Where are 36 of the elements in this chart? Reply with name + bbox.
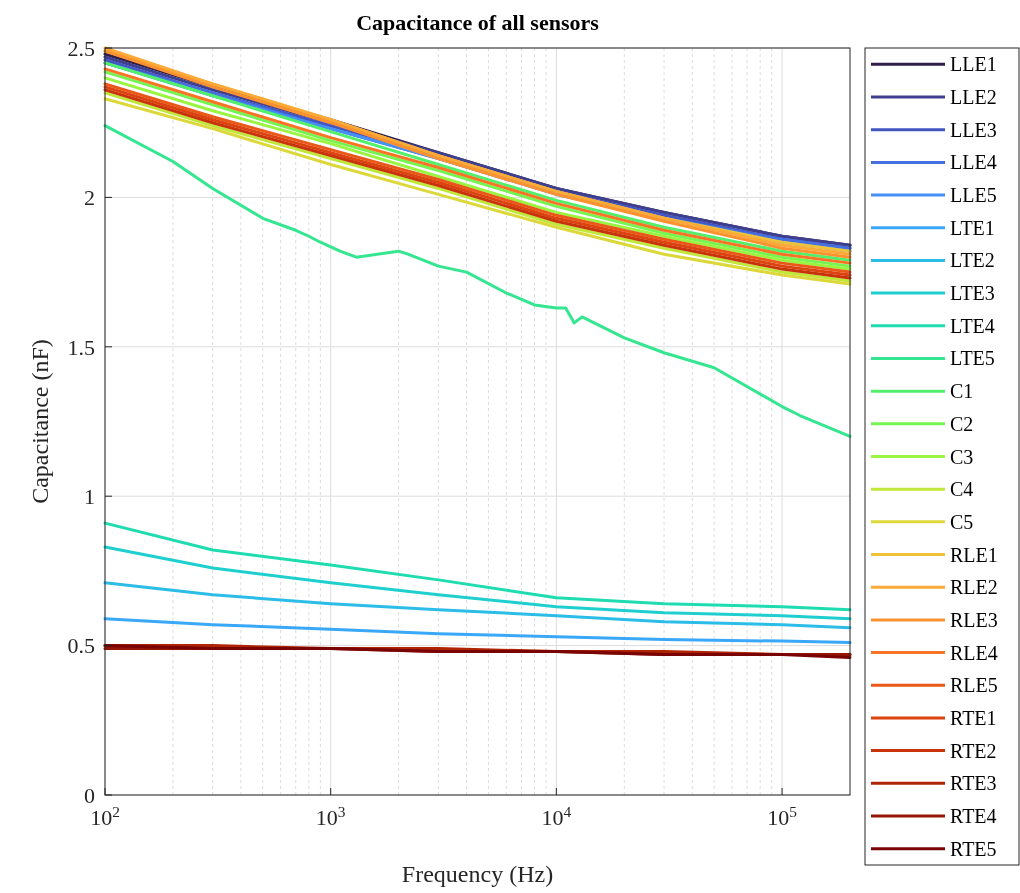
legend-label: RTE1 bbox=[950, 706, 997, 729]
legend-label: RTE4 bbox=[950, 804, 997, 827]
legend-label: C1 bbox=[950, 380, 974, 403]
chart-title: Capacitance of all sensors bbox=[356, 10, 600, 35]
legend-label: C4 bbox=[950, 478, 974, 501]
legend-label: LLE3 bbox=[950, 118, 997, 141]
legend-label: RLE1 bbox=[950, 543, 998, 566]
legend-label: LTE4 bbox=[950, 314, 995, 337]
x-tick-label: 10$^{4}$ bbox=[541, 802, 572, 830]
y-tick-label: 1 bbox=[84, 483, 95, 509]
legend-label: LLE4 bbox=[950, 151, 997, 174]
y-tick-label: 2.5 bbox=[67, 35, 95, 61]
legend-label: LTE5 bbox=[950, 347, 995, 370]
y-tick-label: 1.5 bbox=[67, 334, 95, 360]
y-tick-label: 0.5 bbox=[67, 633, 95, 659]
legend-label: RLE4 bbox=[950, 641, 998, 664]
legend-label: RTE3 bbox=[950, 772, 997, 795]
x-tick-label: 10$^{3}$ bbox=[315, 802, 346, 830]
legend-label: LLE1 bbox=[950, 53, 997, 76]
legend-label: LTE1 bbox=[950, 216, 995, 239]
legend-label: LTE2 bbox=[950, 249, 995, 272]
legend-label: RTE2 bbox=[950, 739, 997, 762]
legend-label: C2 bbox=[950, 412, 974, 435]
legend-label: LTE3 bbox=[950, 282, 995, 305]
legend-label: C3 bbox=[950, 445, 974, 468]
legend-label: RLE3 bbox=[950, 608, 998, 631]
legend-label: RLE5 bbox=[950, 674, 998, 697]
x-tick-label: 10$^{5}$ bbox=[767, 802, 798, 830]
y-axis-title: Capacitance (nF) bbox=[27, 339, 53, 504]
y-tick-label: 2 bbox=[84, 185, 95, 211]
legend-label: RLE2 bbox=[950, 576, 998, 599]
legend-label: LLE5 bbox=[950, 184, 997, 207]
legend-label: C5 bbox=[950, 510, 974, 533]
legend-label: RTE5 bbox=[950, 837, 997, 860]
x-axis-title: Frequency (Hz) bbox=[401, 861, 554, 887]
legend-label: LLE2 bbox=[950, 86, 997, 109]
